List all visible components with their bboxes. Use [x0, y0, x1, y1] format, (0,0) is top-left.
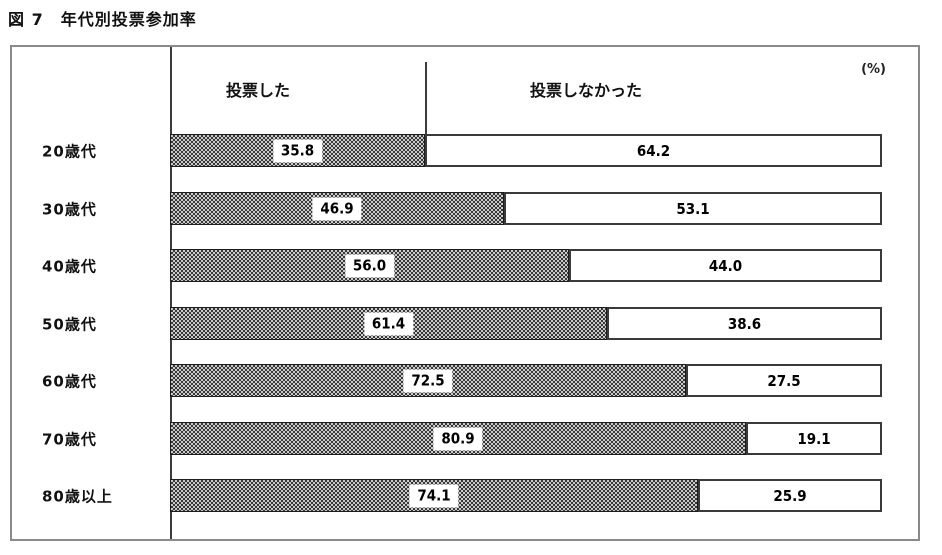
bar-row: 20歳代 35.8 64.2: [12, 134, 918, 167]
bar-segment-voted: 74.1: [170, 479, 698, 512]
bar-segment-not-voted: 64.2: [425, 134, 882, 167]
y-axis-line: [170, 47, 172, 539]
legend-not-voted-label: 投票しなかった: [530, 81, 643, 100]
value-label-voted: 61.4: [363, 312, 414, 335]
value-label-not-voted: 25.9: [773, 486, 807, 505]
value-label-not-voted: 53.1: [676, 199, 710, 218]
bar-row: 40歳代 56.0 44.0: [12, 249, 918, 282]
header-separator-line: [425, 62, 427, 134]
category-label: 40歳代: [42, 257, 97, 275]
bar-segment-not-voted: 19.1: [746, 422, 882, 455]
page-title: 図 7 年代別投票参加率: [8, 10, 197, 29]
bar-segment-voted: 35.8: [170, 134, 425, 167]
bar-segment-voted: 46.9: [170, 192, 504, 225]
category-label: 80歳以上: [42, 487, 113, 505]
unit-label: (%): [861, 62, 886, 77]
bar-segment-not-voted: 44.0: [569, 249, 882, 282]
category-label: 30歳代: [42, 200, 97, 218]
value-label-not-voted: 64.2: [636, 141, 671, 160]
bar-row: 60歳代 72.5 27.5: [12, 364, 918, 397]
bar-segment-not-voted: 27.5: [686, 364, 882, 397]
category-label: 50歳代: [42, 315, 97, 333]
value-label-not-voted: 44.0: [708, 256, 743, 275]
value-label-voted: 74.1: [409, 484, 459, 507]
bar-segment-voted: 80.9: [170, 422, 746, 455]
value-label-voted: 80.9: [433, 427, 483, 450]
chart-frame: 投票した 投票しなかった (%) 20歳代 35.8 64.2 30歳代 46.9 53.…: [10, 45, 920, 541]
bar-row: 70歳代 80.9 19.1: [12, 422, 918, 455]
bars-area: 20歳代 35.8 64.2 30歳代 46.9 53.1 40歳代 56.0 44.0 50歳代…: [12, 47, 918, 539]
bar-segment-voted: 56.0: [170, 249, 569, 282]
category-label: 70歳代: [42, 430, 97, 448]
bar-segment-not-voted: 53.1: [504, 192, 882, 225]
bar-segment-not-voted: 25.9: [698, 479, 882, 512]
bar-row: 50歳代 61.4 38.6: [12, 307, 918, 340]
bar-segment-not-voted: 38.6: [607, 307, 882, 340]
value-label-voted: 46.9: [312, 197, 362, 220]
value-label-voted: 35.8: [272, 139, 323, 162]
value-label-voted: 72.5: [403, 369, 453, 392]
legend-voted-label: 投票した: [226, 81, 291, 100]
category-label: 20歳代: [42, 142, 97, 160]
bar-row: 30歳代 46.9 53.1: [12, 192, 918, 225]
bar-row: 80歳以上 74.1 25.9: [12, 479, 918, 512]
bar-segment-voted: 72.5: [170, 364, 686, 397]
value-label-not-voted: 27.5: [767, 371, 801, 390]
bar-segment-voted: 61.4: [170, 307, 607, 340]
value-label-not-voted: 38.6: [727, 314, 762, 333]
value-label-voted: 56.0: [344, 254, 395, 277]
category-label: 60歳代: [42, 372, 97, 390]
value-label-not-voted: 19.1: [797, 429, 831, 448]
